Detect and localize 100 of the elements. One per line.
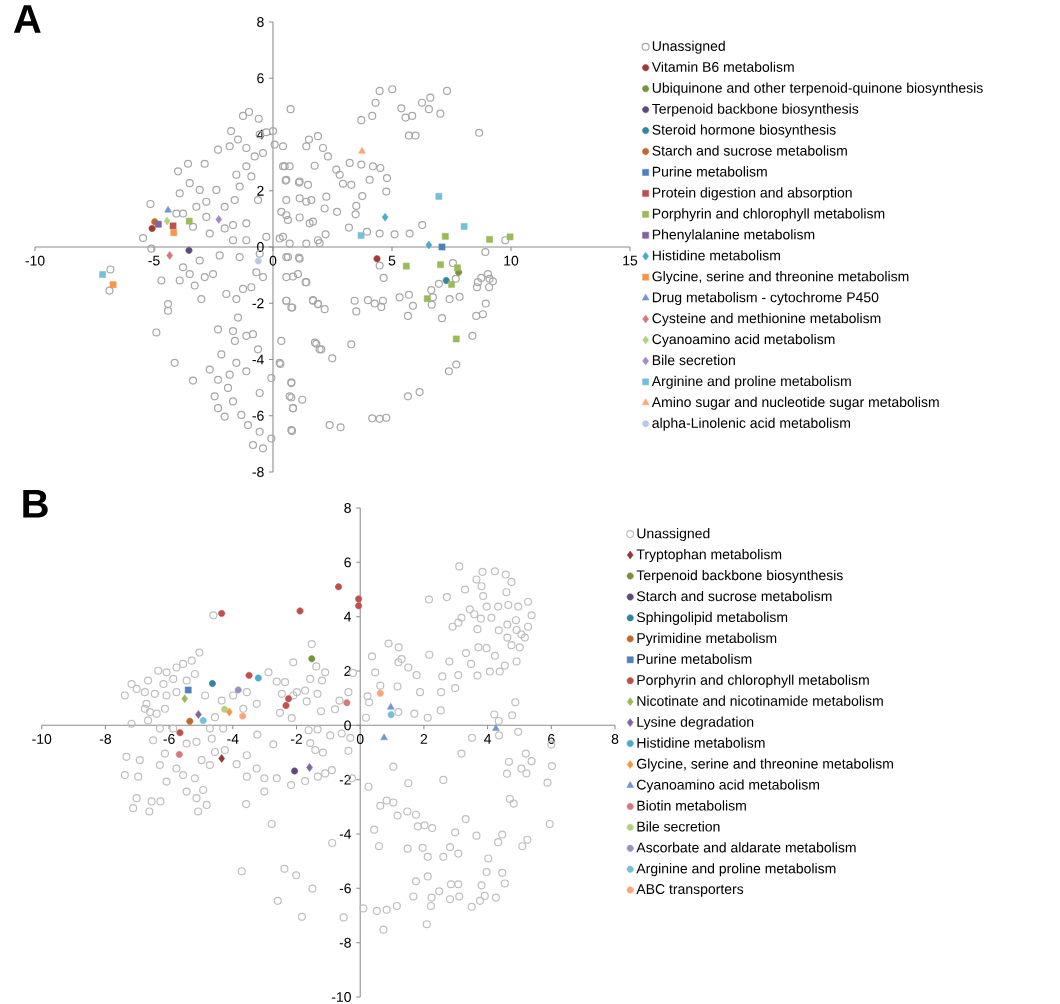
point xyxy=(176,729,184,737)
point xyxy=(358,147,366,154)
legend-label: Glycine, serine and threonine metabolism xyxy=(637,758,893,772)
y-tick-label: -2 xyxy=(252,298,264,309)
y-tick-label: -6 xyxy=(339,883,351,894)
point xyxy=(380,733,388,741)
legend-label: Protein digestion and absorption xyxy=(652,187,852,201)
point xyxy=(448,281,455,288)
point xyxy=(170,229,178,236)
point xyxy=(195,710,202,719)
point xyxy=(355,595,363,603)
legend-label: Unassigned xyxy=(652,40,725,54)
point xyxy=(99,271,106,278)
point xyxy=(387,711,395,719)
y-tick-label: 0 xyxy=(344,720,351,731)
point xyxy=(381,212,389,222)
y-tick-label: 6 xyxy=(344,557,351,568)
point xyxy=(486,236,493,243)
point xyxy=(186,717,194,725)
legend-label: Starch and sucrose metabolism xyxy=(636,590,832,602)
y-tick-label: -2 xyxy=(339,774,351,785)
y-tick-label: 2 xyxy=(257,185,264,196)
legend-label: Phenylalanine metabolism xyxy=(652,229,815,243)
point xyxy=(452,335,460,343)
legend-label: alpha-Linolenic acid metabolism xyxy=(652,417,850,431)
x-tick-label: 4 xyxy=(484,734,492,744)
legend-label: Terpenoid backbone biosynthesis xyxy=(652,103,859,117)
point xyxy=(343,699,351,707)
point xyxy=(442,276,450,284)
point xyxy=(402,262,410,270)
point xyxy=(245,671,253,679)
point xyxy=(425,240,433,250)
y-tick-label: -4 xyxy=(252,354,264,365)
point xyxy=(441,232,449,240)
x-tick-label: 10 xyxy=(504,255,519,266)
chart-title: B xyxy=(23,490,48,518)
point xyxy=(454,264,461,272)
y-tick-label: -8 xyxy=(339,937,351,948)
chart-title: A xyxy=(13,5,41,33)
y-tick-label: 8 xyxy=(257,17,264,27)
legend-label: Amino sugar and nucleotide sugar metabolism xyxy=(651,396,939,410)
point xyxy=(199,716,207,724)
legend-label: Purine metabolism xyxy=(652,166,767,177)
point xyxy=(335,583,343,591)
point xyxy=(184,686,192,694)
x-tick-label: -2 xyxy=(290,734,303,744)
y-tick-label: -6 xyxy=(252,410,264,421)
legend-label: Bile secretion xyxy=(652,354,735,366)
point xyxy=(163,216,171,226)
point xyxy=(175,750,183,758)
x-tick-label: 8 xyxy=(611,734,619,744)
point xyxy=(185,217,193,225)
point xyxy=(181,694,188,703)
point xyxy=(376,689,384,697)
point xyxy=(164,205,172,213)
point xyxy=(185,246,193,254)
x-tick-label: 0 xyxy=(269,255,277,266)
legend-label: Pyrimidine metabolism xyxy=(637,632,777,646)
point xyxy=(169,222,177,230)
legend-label: Cysteine and methionine metabolism xyxy=(652,312,881,327)
legend-label: Histidine metabolism xyxy=(637,737,765,748)
x-tick-label: 5 xyxy=(388,255,396,266)
legend-label: ABC transporters xyxy=(636,884,744,897)
x-tick-label: 6 xyxy=(548,734,555,744)
x-tick-label: -8 xyxy=(99,734,112,744)
x-tick-label: 2 xyxy=(420,734,428,744)
point xyxy=(357,232,365,239)
point xyxy=(282,702,290,709)
point xyxy=(373,255,381,263)
y-tick-label: 4 xyxy=(344,611,352,622)
legend-label: Porphyrin and chlorophyll metabolism xyxy=(652,208,885,222)
legend-label: Vitamin B6 metabolism xyxy=(651,61,794,72)
point xyxy=(208,680,216,687)
legend-label: Cyanoamino acid metabolism xyxy=(637,779,819,793)
legend-label: Biotin metabolism xyxy=(637,800,746,811)
legend-label: Unassigned xyxy=(637,528,710,542)
point xyxy=(296,607,304,615)
legend-label: Drug metabolism - cytochrome P450 xyxy=(652,292,879,306)
point xyxy=(254,674,262,682)
legend-label: Arginine and proline metabolism xyxy=(651,375,851,389)
legend-label: Steroid hormone biosynthesis xyxy=(652,124,836,138)
legend-label: Glycine, serine and threonine metabolism xyxy=(652,271,909,285)
point xyxy=(166,251,173,260)
x-tick-label: 15 xyxy=(623,255,638,266)
legend-label: Porphyrin and chlorophyll metabolism xyxy=(637,674,869,688)
legend-label: Cyanoamino acid metabolism xyxy=(652,333,835,347)
point xyxy=(221,705,228,713)
y-tick-label: 6 xyxy=(257,73,264,84)
point xyxy=(215,215,223,224)
x-tick-label: -10 xyxy=(32,734,52,744)
legend-label: Bile secretion xyxy=(637,821,720,832)
legend-label: Purine metabolism xyxy=(637,653,752,665)
legend-label: Ubiquinone and other terpenoid-quinone biosynthesis xyxy=(652,82,983,96)
point xyxy=(492,724,500,731)
y-tick-label: 0 xyxy=(257,242,264,252)
point xyxy=(239,712,247,720)
legend-label: Lysine degradation xyxy=(637,716,754,730)
point xyxy=(148,224,156,232)
point xyxy=(437,261,444,269)
legend-label: Sphingolipid metabolism xyxy=(636,611,788,625)
